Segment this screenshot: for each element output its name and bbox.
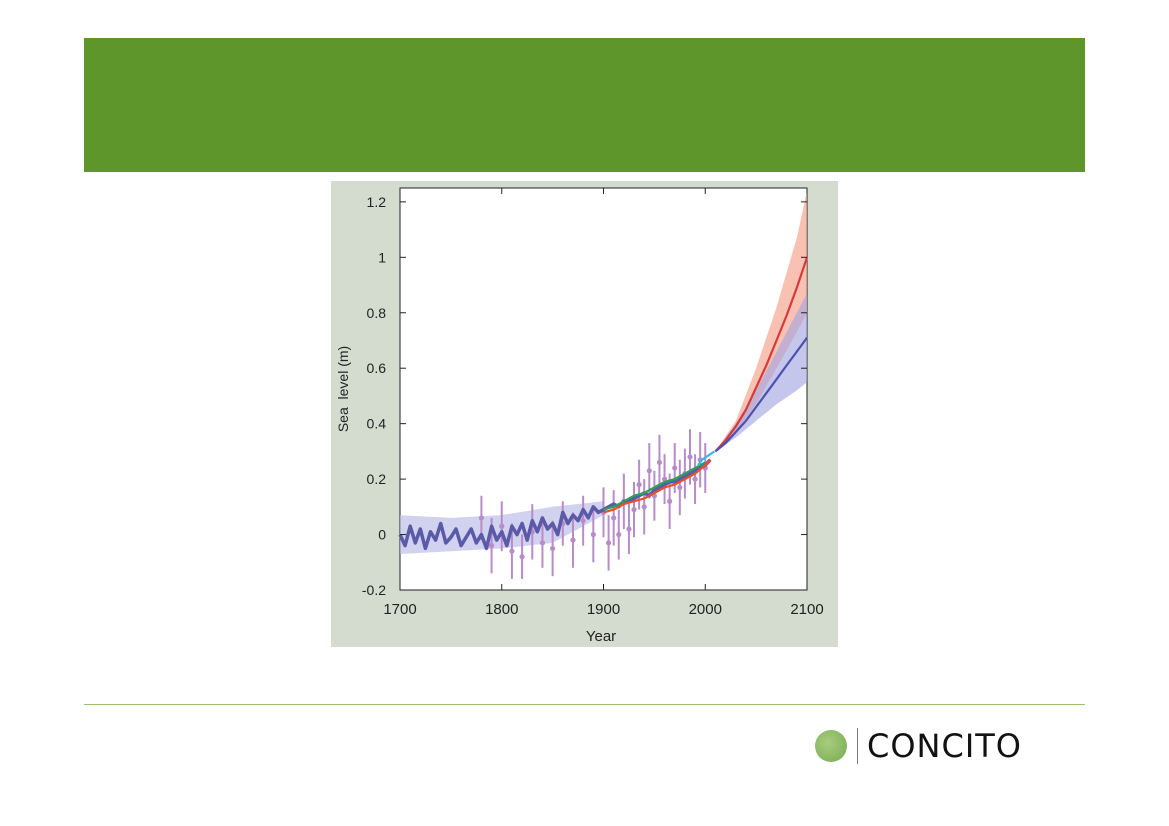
- logo-dot-icon: [815, 730, 847, 762]
- logo-separator: [857, 728, 858, 764]
- data-point: [590, 531, 596, 538]
- uncertainty-band-0: [715, 190, 807, 452]
- y-tick-label: 1.2: [367, 194, 387, 210]
- data-point: [692, 476, 698, 482]
- data-point: [570, 537, 576, 543]
- series-line-2: [603, 458, 712, 514]
- x-axis-label: Year: [586, 628, 616, 645]
- data-point: [611, 515, 617, 521]
- series-line-0: [398, 458, 712, 551]
- data-point: [641, 504, 647, 510]
- data-point: [519, 554, 525, 560]
- x-tick-label: 1800: [485, 601, 518, 618]
- data-point: [626, 526, 632, 532]
- title-banner: [84, 38, 1085, 172]
- data-point: [656, 459, 663, 466]
- x-tick-label: 2000: [689, 601, 722, 618]
- y-tick-label: 1: [378, 249, 386, 265]
- data-point: [539, 540, 546, 546]
- series-line-5: [714, 337, 808, 453]
- x-tick-label: 1900: [587, 601, 620, 618]
- y-tick-label: -0.2: [362, 582, 386, 598]
- data-point: [580, 518, 586, 524]
- axis-ticks: -0.2 0 0.2 0.4 0.6 0.8 1 1.2 1700 1800 1900 2000 210…: [362, 188, 824, 618]
- data-point: [605, 540, 612, 546]
- y-axis-label: Sea level (m): [335, 346, 351, 432]
- y-tick-label: 0.8: [367, 305, 387, 321]
- data-point: [646, 468, 652, 474]
- data-point: [661, 476, 668, 482]
- series-line-3: [697, 450, 716, 466]
- series-line-4: [714, 256, 809, 453]
- data-point: [631, 507, 637, 513]
- series-line-1: [603, 461, 706, 511]
- x-tick-label: 2100: [790, 601, 823, 618]
- y-tick-label: 0.4: [367, 416, 387, 432]
- chart-svg: -0.2 0 0.2 0.4 0.6 0.8 1 1.2 1700 1800 1900 2000 210…: [335, 187, 824, 645]
- data-point: [509, 548, 515, 554]
- data-point: [667, 498, 673, 504]
- x-tick-label: 1700: [383, 601, 416, 618]
- data-point: [499, 523, 505, 529]
- data-point: [616, 531, 622, 538]
- uncertainty-band-1: [715, 293, 807, 452]
- data-point: [677, 484, 683, 491]
- sea-level-chart: -0.2 0 0.2 0.4 0.6 0.8 1 1.2 1700 1800 1900 2000 210…: [331, 181, 838, 647]
- y-tick-label: 0.6: [367, 360, 387, 376]
- logo-wordmark: CONCITO: [867, 727, 1022, 765]
- concito-logo: CONCITO: [815, 726, 1075, 766]
- data-point: [687, 454, 693, 460]
- footer-divider: [84, 704, 1085, 705]
- series-lines: [398, 256, 809, 551]
- data-point: [550, 545, 556, 552]
- data-point: [488, 543, 495, 549]
- data-point: [672, 465, 678, 471]
- y-tick-label: 0: [378, 527, 386, 543]
- y-tick-label: 0.2: [367, 471, 387, 487]
- data-point: [636, 482, 642, 488]
- data-point: [478, 515, 484, 521]
